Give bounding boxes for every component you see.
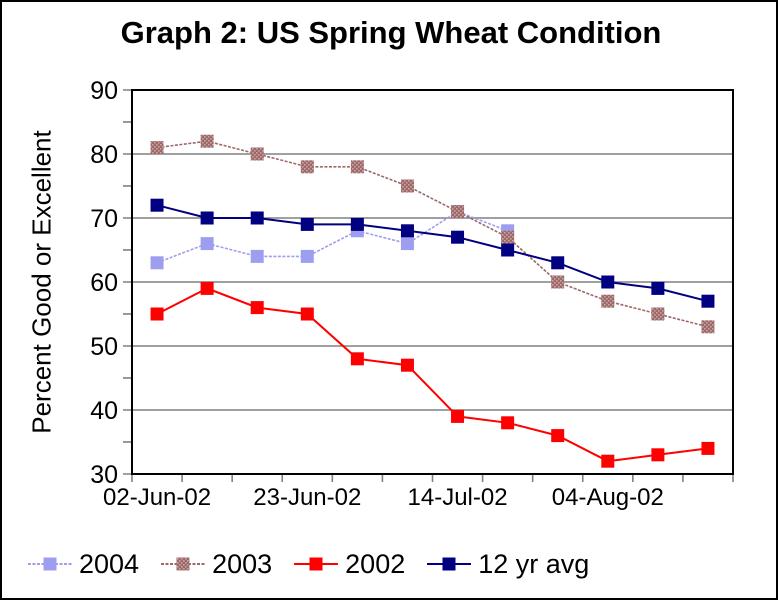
series-marker-12-yr-avg — [501, 243, 515, 257]
y-tick-label: 70 — [90, 205, 118, 233]
series-marker-2002 — [200, 281, 214, 295]
y-tick-label: 80 — [90, 141, 118, 169]
x-tick-label: 14-Jul-02 — [408, 484, 508, 511]
y-tick-label: 60 — [90, 269, 118, 297]
series-marker-2003 — [451, 205, 465, 219]
series-line-2003 — [156, 140, 709, 328]
chart-title: Graph 2: US Spring Wheat Condition — [120, 15, 662, 50]
series-marker-2004 — [300, 249, 314, 263]
y-tick-label: 40 — [90, 397, 118, 425]
series-marker-2002 — [300, 307, 314, 321]
series-marker-2003 — [601, 294, 615, 308]
series-marker-2002 — [400, 358, 414, 372]
x-tick-label: 04-Aug-02 — [552, 484, 664, 511]
legend-item-2003: 2003 — [161, 549, 272, 580]
legend-marker-square — [43, 557, 57, 571]
series-marker-2002 — [150, 307, 164, 321]
y-tick-label: 50 — [90, 333, 118, 361]
legend-marker-2004-icon — [28, 557, 72, 571]
series-marker-12-yr-avg — [200, 211, 214, 225]
x-tick-label: 02-Jun-02 — [103, 484, 211, 511]
series-marker-2003 — [400, 179, 414, 193]
series-marker-2003 — [501, 230, 515, 244]
legend-label-12-yr-avg: 12 yr avg — [478, 548, 590, 579]
series-marker-12-yr-avg — [601, 275, 615, 289]
x-tick-label: 23-Jun-02 — [253, 484, 361, 511]
series-marker-2004 — [150, 256, 164, 270]
series-marker-2003 — [651, 307, 665, 321]
legend-item-12-yr-avg: 12 yr avg — [427, 549, 589, 580]
legend-item-2004: 2004 — [28, 549, 139, 580]
series-line-12-yr-avg — [156, 204, 709, 303]
series-marker-2003 — [350, 160, 364, 174]
series-marker-12-yr-avg — [651, 281, 665, 295]
series-marker-2003 — [701, 320, 715, 334]
series-marker-2004 — [200, 237, 214, 251]
legend-marker-square — [176, 557, 190, 571]
series-marker-2002 — [501, 416, 515, 430]
legend-marker-square — [442, 557, 456, 571]
series-marker-2004 — [250, 249, 264, 263]
legend-label-2003: 2003 — [212, 548, 273, 579]
y-tick-label: 30 — [90, 461, 118, 489]
series-marker-2003 — [200, 134, 214, 148]
series-marker-12-yr-avg — [551, 256, 565, 270]
series-marker-12-yr-avg — [350, 217, 364, 231]
series-marker-2003 — [250, 147, 264, 161]
series-marker-2002 — [350, 352, 364, 366]
legend-item-2002: 2002 — [294, 549, 405, 580]
series-marker-12-yr-avg — [451, 230, 465, 244]
series-line-2004 — [156, 210, 508, 264]
legend-marker-square — [309, 557, 323, 571]
series-marker-12-yr-avg — [150, 198, 164, 212]
legend-label-2004: 2004 — [79, 548, 140, 579]
legend-marker-2003-icon — [161, 557, 206, 571]
series-marker-2002 — [451, 409, 465, 423]
series-marker-12-yr-avg — [400, 224, 414, 238]
y-tick-label: 90 — [90, 77, 118, 105]
series-marker-2002 — [651, 448, 665, 462]
plot-border — [131, 89, 734, 475]
series-marker-2003 — [551, 275, 565, 289]
series-marker-2003 — [150, 141, 164, 155]
legend: 2004 2003 2002 12 yr avg — [28, 538, 589, 590]
legend-marker-2002-icon — [294, 557, 339, 571]
legend-label-2002: 2002 — [345, 548, 406, 579]
series-marker-2002 — [601, 454, 615, 468]
legend-marker-12-yr-avg-icon — [427, 557, 472, 571]
series-marker-12-yr-avg — [701, 294, 715, 308]
series-line-2002 — [156, 287, 709, 463]
series-marker-2002 — [701, 441, 715, 455]
series-marker-2002 — [551, 429, 565, 443]
series-marker-2002 — [250, 301, 264, 315]
series-marker-12-yr-avg — [300, 217, 314, 231]
series-marker-2003 — [300, 160, 314, 174]
series-marker-12-yr-avg — [250, 211, 264, 225]
series-marker-2004 — [400, 237, 414, 251]
